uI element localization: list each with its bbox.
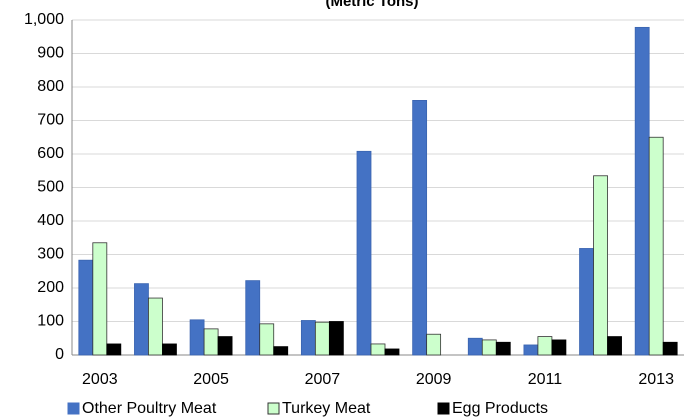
bar (426, 333, 442, 356)
y-tick-label: 300 (37, 246, 64, 263)
bar (662, 341, 678, 356)
bar (467, 337, 483, 356)
bar (245, 280, 261, 356)
x-tick-label: 2011 (528, 371, 563, 388)
bar (607, 336, 622, 356)
bar (537, 336, 553, 356)
y-tick-label: 0 (55, 346, 64, 363)
bar (134, 283, 149, 356)
bar (384, 348, 400, 356)
legend-swatch (67, 402, 80, 415)
x-tick-label: 2007 (305, 371, 341, 388)
bar (314, 321, 330, 356)
legend-label: Turkey Meat (282, 400, 371, 417)
bar (370, 343, 386, 356)
bar (634, 26, 650, 356)
x-tick-label: 2009 (416, 371, 452, 388)
bar (356, 150, 372, 356)
bar (579, 248, 594, 356)
y-tick-label: 900 (37, 45, 64, 62)
bar (273, 346, 289, 356)
chart-title: (Metric Tons) (325, 0, 418, 10)
bar (148, 297, 163, 356)
bar (259, 323, 275, 356)
y-tick-label: 100 (37, 313, 64, 330)
x-tick-label: 2003 (82, 371, 118, 388)
bar (328, 321, 344, 356)
bar (495, 341, 511, 356)
y-tick-label: 700 (37, 112, 64, 129)
y-tick-label: 400 (37, 212, 64, 229)
bar (78, 259, 94, 356)
y-tick-label: 1,000 (24, 11, 64, 28)
bar (412, 100, 428, 356)
y-tick-label: 600 (37, 145, 64, 162)
bar (162, 343, 177, 356)
bar (203, 328, 219, 356)
x-tick-label: 2013 (638, 371, 674, 388)
bar (523, 344, 539, 356)
bar (106, 343, 122, 356)
bar (92, 242, 108, 356)
legend-label: Other Poultry Meat (82, 400, 217, 417)
y-tick-label: 200 (37, 279, 64, 296)
legend-swatch (437, 402, 450, 415)
bar (300, 320, 316, 356)
bar (648, 136, 664, 356)
bar (481, 339, 497, 356)
bar (551, 339, 567, 356)
bar (217, 336, 233, 356)
bar (593, 175, 608, 356)
y-tick-label: 800 (37, 78, 64, 95)
legend-label: Egg Products (452, 400, 548, 417)
bar (189, 319, 205, 356)
legend-swatch (267, 402, 280, 415)
y-tick-label: 500 (37, 179, 64, 196)
x-tick-label: 2005 (193, 371, 229, 388)
